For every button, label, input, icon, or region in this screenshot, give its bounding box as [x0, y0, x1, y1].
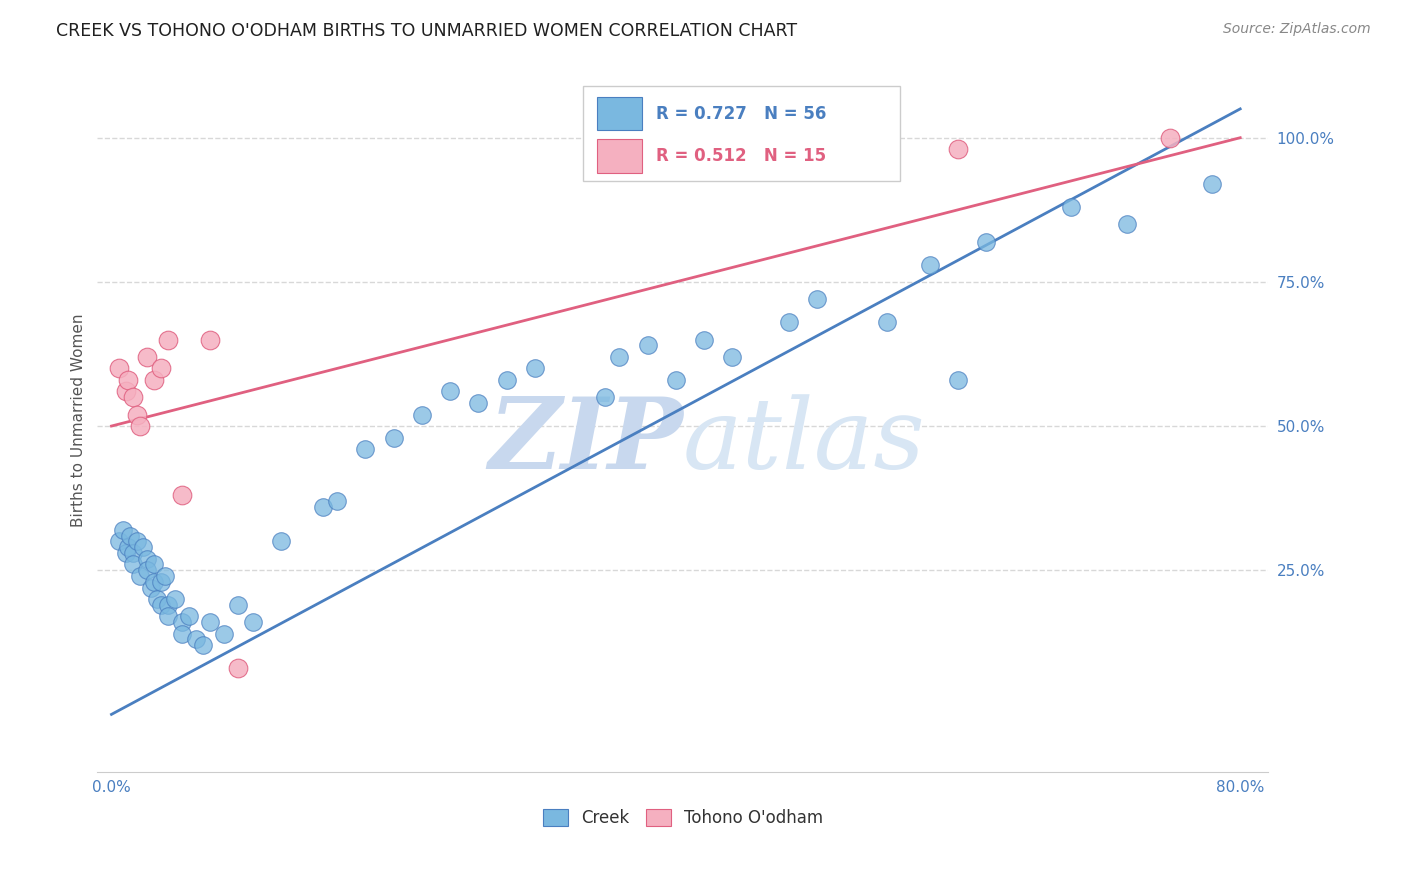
Point: [121, 546, 143, 560]
Bar: [598, 139, 643, 173]
Point: [228, 661, 250, 675]
Point: [177, 609, 200, 624]
Point: [128, 569, 150, 583]
Point: [121, 390, 143, 404]
Text: Source: ZipAtlas.com: Source: ZipAtlas.com: [1223, 22, 1371, 37]
Point: [1159, 130, 1181, 145]
Point: [121, 558, 143, 572]
Point: [665, 373, 688, 387]
Point: [125, 534, 148, 549]
Point: [467, 396, 489, 410]
Point: [142, 574, 165, 589]
Point: [354, 442, 377, 456]
Point: [721, 350, 744, 364]
Point: [242, 615, 264, 629]
Point: [117, 540, 139, 554]
Point: [1201, 177, 1223, 191]
Point: [228, 598, 250, 612]
Point: [200, 333, 222, 347]
Text: R = 0.727   N = 56: R = 0.727 N = 56: [657, 104, 827, 122]
Point: [114, 546, 136, 560]
Point: [1060, 200, 1083, 214]
Point: [595, 390, 617, 404]
Point: [114, 384, 136, 399]
Point: [609, 350, 631, 364]
Point: [156, 598, 179, 612]
Text: ZIP: ZIP: [488, 393, 683, 490]
Point: [693, 333, 716, 347]
Y-axis label: Births to Unmarried Women: Births to Unmarried Women: [72, 313, 86, 527]
Point: [918, 258, 941, 272]
Point: [637, 338, 659, 352]
Point: [778, 315, 800, 329]
Point: [142, 558, 165, 572]
Point: [523, 361, 546, 376]
Point: [170, 615, 193, 629]
Point: [163, 592, 186, 607]
Point: [111, 523, 134, 537]
Point: [149, 598, 172, 612]
Point: [1116, 217, 1139, 231]
Text: atlas: atlas: [683, 393, 925, 489]
Point: [170, 626, 193, 640]
Point: [156, 333, 179, 347]
Point: [270, 534, 292, 549]
Point: [946, 142, 969, 156]
Legend: Creek, Tohono O'odham: Creek, Tohono O'odham: [536, 803, 830, 834]
Point: [117, 373, 139, 387]
Point: [439, 384, 461, 399]
Point: [142, 373, 165, 387]
Point: [495, 373, 517, 387]
Point: [312, 500, 335, 514]
Text: CREEK VS TOHONO O'ODHAM BIRTHS TO UNMARRIED WOMEN CORRELATION CHART: CREEK VS TOHONO O'ODHAM BIRTHS TO UNMARR…: [56, 22, 797, 40]
Point: [411, 408, 433, 422]
Bar: [598, 96, 643, 130]
Point: [118, 528, 141, 542]
Point: [125, 408, 148, 422]
FancyBboxPatch shape: [583, 87, 900, 181]
Point: [156, 609, 179, 624]
Point: [135, 551, 157, 566]
Point: [806, 292, 828, 306]
Point: [107, 534, 129, 549]
Point: [139, 581, 162, 595]
Point: [153, 569, 176, 583]
Point: [326, 494, 349, 508]
Point: [107, 361, 129, 376]
Point: [214, 626, 236, 640]
Point: [876, 315, 898, 329]
Point: [135, 350, 157, 364]
Point: [145, 592, 167, 607]
Point: [184, 632, 207, 647]
Point: [946, 373, 969, 387]
Point: [200, 615, 222, 629]
Point: [382, 431, 405, 445]
Point: [135, 563, 157, 577]
Point: [149, 574, 172, 589]
Point: [170, 488, 193, 502]
Point: [131, 540, 153, 554]
Point: [193, 638, 215, 652]
Text: R = 0.512   N = 15: R = 0.512 N = 15: [657, 147, 827, 165]
Point: [128, 419, 150, 434]
Point: [149, 361, 172, 376]
Point: [974, 235, 997, 249]
